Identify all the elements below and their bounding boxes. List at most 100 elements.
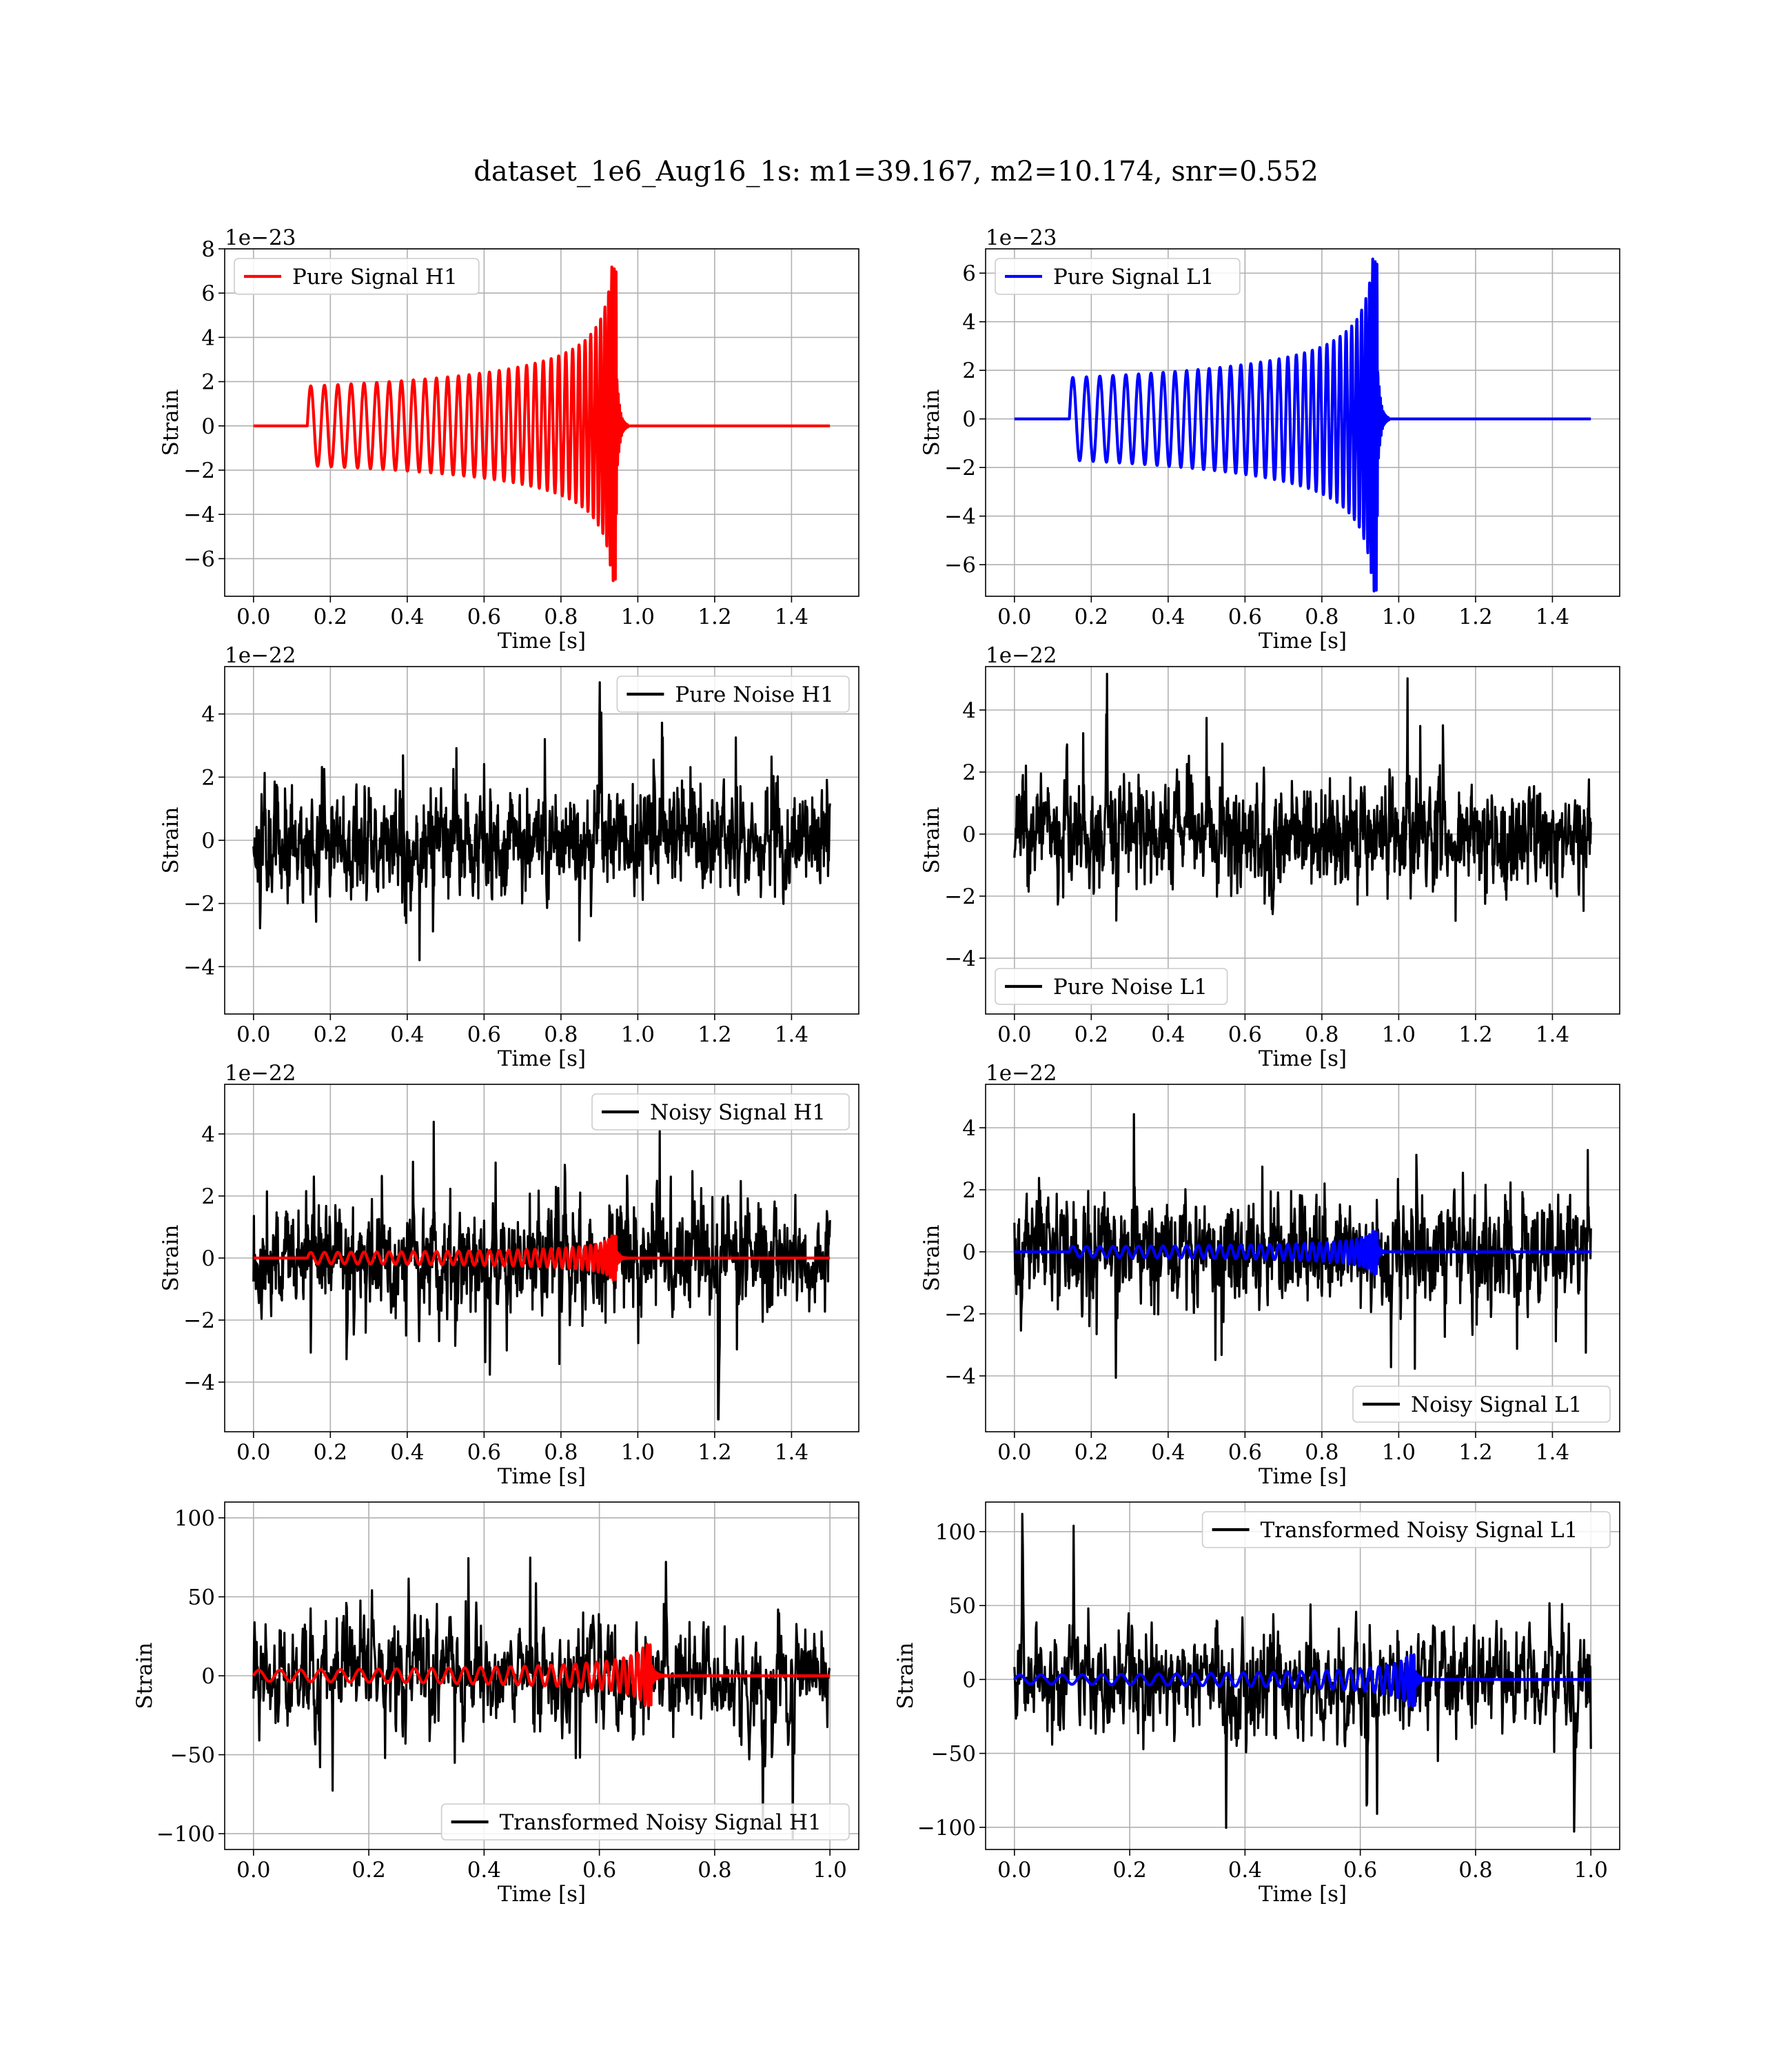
x-tick-label: 1.2 xyxy=(1458,1440,1492,1465)
y-tick-label: 4 xyxy=(962,1116,976,1141)
x-tick-label: 0.8 xyxy=(1305,1022,1338,1047)
y-tick-label: 50 xyxy=(188,1585,215,1610)
legend-label: Noisy Signal L1 xyxy=(1411,1392,1582,1417)
series-line xyxy=(252,681,831,962)
y-tick-label: −4 xyxy=(944,505,976,529)
x-tick-label: 1.4 xyxy=(775,1022,808,1047)
legend: Noisy Signal H1 xyxy=(591,1093,850,1131)
x-tick-label: 1.4 xyxy=(775,605,808,629)
x-tick-label: 0.8 xyxy=(1458,1858,1492,1883)
x-tick-label: 1.4 xyxy=(1536,1022,1569,1047)
legend-box xyxy=(1201,1511,1611,1548)
y-tick-label: 100 xyxy=(935,1520,976,1545)
y-tick-label: 0 xyxy=(201,1246,215,1271)
series-line xyxy=(252,1234,831,1281)
y-tick-label: −2 xyxy=(944,884,976,909)
legend-label: Transformed Noisy Signal L1 xyxy=(1261,1518,1578,1543)
legend-label: Transformed Noisy Signal H1 xyxy=(500,1810,822,1835)
y-tick-label: −4 xyxy=(183,955,215,980)
legend-box xyxy=(995,258,1241,295)
series-line xyxy=(1013,673,1592,922)
x-tick-label: 0.2 xyxy=(314,1440,347,1465)
y-tick-label: −2 xyxy=(183,892,215,917)
legend-label: Pure Signal H1 xyxy=(292,265,458,290)
x-tick-label: 1.2 xyxy=(698,1022,731,1047)
x-tick-label: 1.2 xyxy=(698,1440,731,1465)
x-axis-label: Time [s] xyxy=(498,629,586,653)
y-tick-label: 4 xyxy=(962,698,976,723)
x-tick-label: 0.0 xyxy=(236,1022,270,1047)
x-tick-label: 1.2 xyxy=(1458,605,1492,629)
chart-panel-pure-noise-l1: 0.0 0.2 0.4 0.6 0.8 1.0 1.2 1.4 −4 −2 0 2 4 Time [s] S… xyxy=(919,643,1620,1071)
x-tick-label: 0.0 xyxy=(236,1440,270,1465)
y-tick-label: 4 xyxy=(201,325,215,350)
x-axis-label: Time [s] xyxy=(1259,629,1347,653)
x-axis-label: Time [s] xyxy=(498,1046,586,1071)
y-tick-label: 2 xyxy=(201,1184,215,1209)
plot-frame xyxy=(985,666,1620,1015)
legend: Noisy Signal L1 xyxy=(1352,1386,1611,1423)
legend-box xyxy=(616,676,850,713)
y-axis-label: Strain xyxy=(919,389,944,456)
x-tick-label: 0.8 xyxy=(544,1022,578,1047)
x-tick-label: 0.2 xyxy=(352,1858,385,1883)
legend-box xyxy=(440,1803,850,1841)
axis-offset-text: 1e−22 xyxy=(225,643,296,668)
y-tick-label: −50 xyxy=(931,1742,976,1767)
axis-offset-text: 1e−22 xyxy=(986,1061,1057,1086)
x-tick-label: 0.0 xyxy=(997,1440,1031,1465)
y-tick-label: −2 xyxy=(183,458,215,483)
x-tick-label: 1.0 xyxy=(1382,1440,1416,1465)
legend-box xyxy=(995,968,1228,1005)
x-tick-label: 1.0 xyxy=(1382,1022,1416,1047)
legend: Pure Signal L1 xyxy=(995,258,1241,295)
x-tick-label: 0.8 xyxy=(544,1440,578,1465)
y-tick-label: −50 xyxy=(170,1743,215,1768)
x-tick-label: 0.0 xyxy=(236,1858,270,1883)
legend-box xyxy=(591,1093,850,1131)
y-axis-label: Strain xyxy=(919,1225,944,1292)
y-tick-label: −4 xyxy=(183,1370,215,1395)
plot-frame xyxy=(985,1501,1620,1850)
x-tick-label: 0.2 xyxy=(314,1022,347,1047)
chart-panel-transformed-noisy-signal-l1: 0.0 0.2 0.4 0.6 0.8 1.0 −100 −50 0 50 100 Time [s] S… xyxy=(893,1501,1620,1907)
y-tick-label: 0 xyxy=(962,1240,976,1265)
x-axis-label: Time [s] xyxy=(498,1882,586,1907)
x-tick-label: 0.8 xyxy=(1305,605,1338,629)
x-tick-label: 0.4 xyxy=(1151,1440,1185,1465)
y-tick-label: 2 xyxy=(201,765,215,790)
x-tick-label: 0.6 xyxy=(467,1440,501,1465)
x-tick-label: 0.0 xyxy=(997,1022,1031,1047)
x-tick-label: 1.0 xyxy=(813,1858,847,1883)
chart-panel-pure-signal-l1: 0.0 0.2 0.4 0.6 0.8 1.0 1.2 1.4 −6 −4 −2 0 2 4 6 Time [… xyxy=(919,225,1620,653)
axis-offset-text: 1e−23 xyxy=(986,225,1057,250)
y-tick-label: 4 xyxy=(201,702,215,727)
series-line xyxy=(1013,257,1592,593)
x-tick-label: 1.4 xyxy=(775,1440,808,1465)
y-tick-label: 100 xyxy=(174,1506,215,1531)
y-tick-label: −6 xyxy=(183,547,215,571)
y-axis-label: Strain xyxy=(159,1225,183,1292)
legend-box xyxy=(1352,1386,1611,1423)
x-tick-label: 0.6 xyxy=(1343,1858,1377,1883)
series-line xyxy=(252,1120,831,1421)
y-tick-label: −100 xyxy=(156,1822,215,1847)
x-tick-label: 0.8 xyxy=(1305,1440,1338,1465)
axis-offset-text: 1e−23 xyxy=(225,225,296,250)
chart-panel-noisy-signal-l1: 0.0 0.2 0.4 0.6 0.8 1.0 1.2 1.4 −4 −2 0 2 4 Time [s] S… xyxy=(919,1061,1620,1489)
chart-panel-pure-noise-h1: 0.0 0.2 0.4 0.6 0.8 1.0 1.2 1.4 −4 −2 0 2 4 Time [s] S… xyxy=(159,643,859,1071)
chart-panel-pure-signal-h1: 0.0 0.2 0.4 0.6 0.8 1.0 1.2 1.4 −6 −4 −2 0 2 4 6 8 Time … xyxy=(159,225,859,653)
x-tick-label: 0.6 xyxy=(1228,1022,1262,1047)
legend: Pure Noise L1 xyxy=(995,968,1228,1005)
x-tick-label: 0.4 xyxy=(390,1022,424,1047)
x-tick-label: 1.0 xyxy=(621,1022,655,1047)
x-tick-label: 0.4 xyxy=(1151,605,1185,629)
legend: Pure Signal H1 xyxy=(234,258,480,295)
x-tick-label: 1.0 xyxy=(621,605,655,629)
axis-offset-text: 1e−22 xyxy=(225,1061,296,1086)
series-line xyxy=(1013,1230,1592,1275)
y-tick-label: 0 xyxy=(962,407,976,432)
y-tick-label: 0 xyxy=(962,1667,976,1692)
series-line xyxy=(1013,1512,1592,1833)
